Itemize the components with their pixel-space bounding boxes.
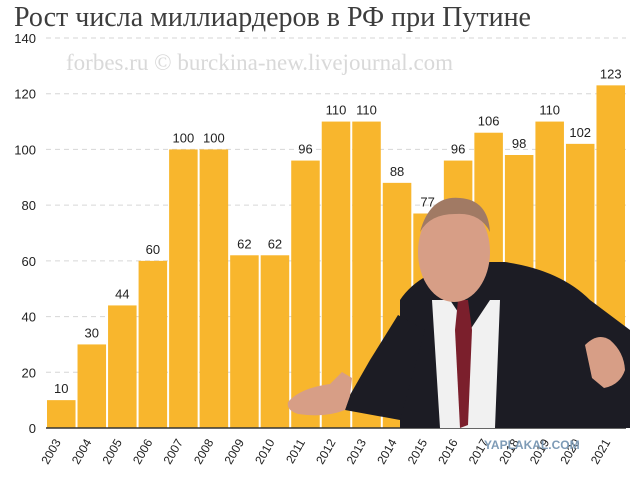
data-label: 106 (478, 114, 500, 129)
data-label: 62 (268, 236, 282, 251)
data-label: 88 (390, 164, 404, 179)
data-label: 60 (146, 242, 160, 257)
data-label: 96 (451, 142, 465, 157)
data-label: 30 (85, 325, 99, 340)
y-tick-label: 100 (14, 142, 36, 157)
data-label: 77 (420, 195, 434, 210)
bar-2004 (77, 344, 107, 428)
y-tick-label: 80 (22, 198, 36, 213)
y-tick-label: 120 (14, 87, 36, 102)
data-label: 102 (569, 125, 591, 140)
bar-2009 (230, 255, 259, 428)
data-label: 96 (298, 142, 312, 157)
data-label: 62 (237, 236, 251, 251)
data-label: 110 (539, 103, 560, 118)
bar-2006 (138, 260, 168, 428)
bar-2003 (47, 400, 76, 428)
data-label: 110 (356, 103, 377, 118)
bar-2008 (199, 149, 229, 428)
data-label: 100 (173, 130, 195, 145)
data-label: 100 (203, 130, 225, 145)
bar-2007 (169, 149, 198, 428)
data-label: 10 (54, 381, 68, 396)
chart-title: Рост числа миллиардеров в РФ при Путине (14, 2, 531, 33)
data-label: 110 (326, 103, 347, 118)
data-label: 98 (512, 136, 526, 151)
y-tick-label: 60 (22, 254, 36, 269)
bar-2010 (260, 255, 290, 428)
site-watermark: YAPLAKAL.COM (484, 438, 580, 452)
watermark-text: forbes.ru © burckina-new.livejournal.com (66, 50, 454, 75)
data-label: 44 (115, 286, 129, 301)
data-label: 123 (600, 66, 622, 81)
bar-2011 (291, 160, 320, 429)
y-tick-label: 20 (22, 365, 36, 380)
y-tick-label: 140 (14, 31, 36, 46)
y-tick-label: 40 (22, 310, 36, 325)
y-tick-label: 0 (29, 421, 36, 436)
bar-2005 (108, 305, 137, 428)
